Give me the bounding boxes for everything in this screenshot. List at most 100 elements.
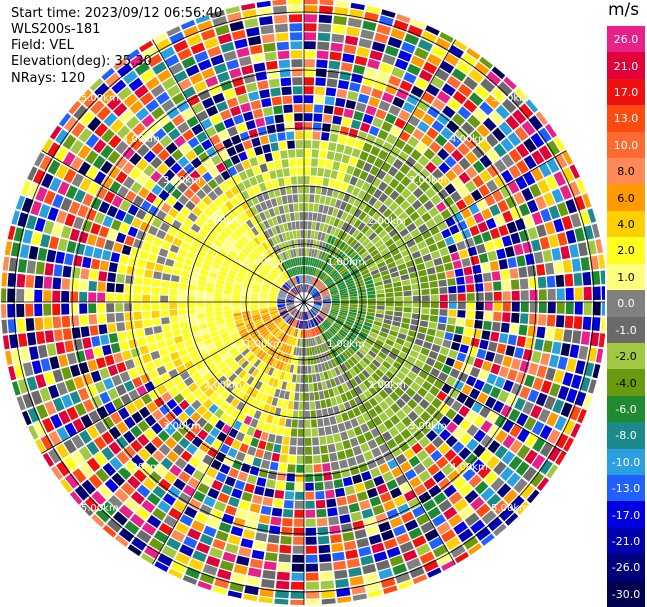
range-gate (99, 391, 111, 405)
range-gate (283, 372, 289, 381)
range-gate (101, 249, 112, 261)
range-gate (377, 335, 386, 343)
range-gate (270, 424, 278, 434)
range-gate (539, 236, 550, 250)
range-gate (416, 449, 429, 462)
range-gate (146, 335, 156, 344)
range-gate (349, 575, 364, 586)
range-gate (379, 331, 388, 338)
range-gate (330, 368, 337, 378)
range-gate (238, 370, 247, 379)
range-gate (356, 415, 366, 425)
range-gate (365, 318, 374, 324)
range-gate (283, 335, 289, 343)
range-gate (473, 357, 484, 369)
range-gate (330, 236, 337, 245)
range-gate (446, 120, 460, 133)
range-gate (80, 326, 90, 338)
colorbar-swatch (607, 52, 645, 80)
range-gate (343, 145, 353, 156)
range-gate (22, 229, 33, 244)
range-gate (246, 187, 256, 197)
range-gate (374, 281, 383, 287)
range-gate (292, 309, 299, 317)
range-gate (262, 253, 270, 262)
range-gate (284, 113, 294, 122)
range-gate (281, 312, 289, 318)
range-gate (106, 313, 115, 323)
range-gate (307, 275, 310, 284)
ring-label: 1.00km (327, 339, 365, 350)
range-gate (407, 136, 420, 148)
range-gate (335, 97, 346, 108)
range-gate (267, 274, 276, 281)
range-gate (461, 363, 472, 374)
range-gate (409, 566, 425, 579)
range-gate (142, 477, 157, 491)
range-gate (262, 106, 273, 117)
range-gate (340, 523, 353, 533)
range-gate (447, 278, 456, 286)
range-gate (312, 131, 321, 140)
range-gate (62, 151, 76, 167)
range-gate (386, 479, 398, 491)
range-gate (375, 513, 388, 524)
range-gate (455, 128, 469, 142)
range-gate (138, 186, 150, 199)
range-gate (291, 572, 304, 581)
range-gate (582, 394, 593, 409)
range-gate (536, 326, 546, 339)
range-gate (102, 344, 112, 356)
range-gate (115, 283, 124, 293)
range-gate (329, 287, 338, 292)
range-gate (242, 289, 251, 294)
range-gate (250, 251, 259, 260)
range-gate (61, 291, 70, 302)
range-gate (433, 337, 443, 346)
range-gate (200, 28, 216, 41)
range-gate (285, 282, 292, 289)
range-gate (355, 279, 364, 285)
range-gate (560, 343, 571, 357)
range-gate (591, 223, 600, 238)
range-gate (71, 451, 85, 466)
range-gate (324, 331, 331, 340)
range-gate (263, 220, 271, 229)
range-gate (198, 151, 210, 163)
range-gate (269, 325, 277, 332)
range-gate (117, 331, 127, 342)
range-gate (557, 202, 569, 217)
range-gate (322, 205, 329, 214)
range-gate (286, 300, 294, 302)
range-gate (403, 302, 412, 307)
range-gate (234, 354, 244, 363)
range-gate (324, 361, 330, 371)
range-gate (57, 181, 70, 196)
elevation-label: Elevation(deg): 35.30 (11, 54, 152, 69)
range-gate (275, 279, 283, 286)
range-gate (270, 312, 279, 317)
range-gate (340, 182, 349, 192)
range-gate (496, 248, 506, 260)
range-gate (553, 137, 566, 152)
range-gate (119, 222, 130, 234)
range-gate (276, 398, 284, 408)
range-gate (344, 420, 353, 430)
range-gate (337, 385, 345, 394)
range-gate (337, 283, 346, 289)
range-gate (359, 150, 369, 161)
range-gate (301, 320, 303, 329)
range-gate (295, 491, 304, 500)
range-gate (399, 130, 411, 142)
range-gate (326, 225, 333, 234)
range-gate (275, 318, 283, 325)
range-gate (264, 365, 271, 374)
range-gate (292, 77, 303, 86)
range-gate (312, 307, 319, 313)
range-gate (409, 324, 419, 332)
range-gate (116, 322, 126, 332)
range-gate (358, 38, 372, 49)
range-gate (170, 162, 182, 174)
range-gate (425, 334, 435, 343)
range-gate (260, 24, 274, 35)
